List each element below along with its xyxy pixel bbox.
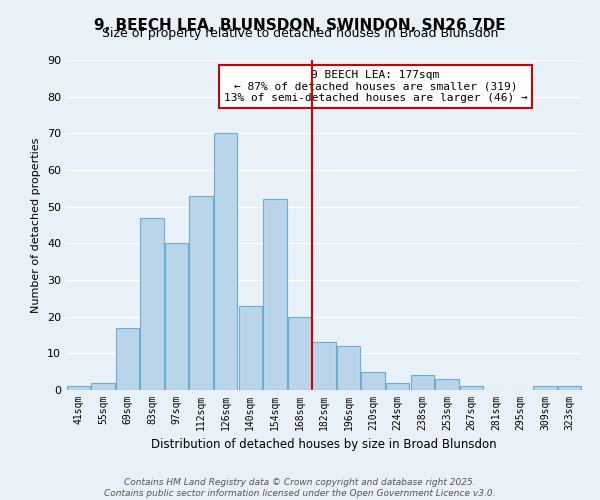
Bar (140, 218, 164, 390)
Bar (190, 196, 213, 390)
Bar (116, 328, 139, 390)
Text: Contains HM Land Registry data © Crown copyright and database right 2025.
Contai: Contains HM Land Registry data © Crown c… (104, 478, 496, 498)
Bar (386, 382, 409, 390)
Bar (263, 200, 287, 390)
Bar (410, 376, 434, 390)
Bar (533, 386, 557, 390)
X-axis label: Distribution of detached houses by size in Broad Blunsdon: Distribution of detached houses by size … (151, 438, 497, 452)
Text: 9 BEECH LEA: 177sqm
← 87% of detached houses are smaller (319)
13% of semi-detac: 9 BEECH LEA: 177sqm ← 87% of detached ho… (224, 70, 527, 103)
Bar (288, 316, 311, 390)
Text: 9, BEECH LEA, BLUNSDON, SWINDON, SN26 7DE: 9, BEECH LEA, BLUNSDON, SWINDON, SN26 7D… (94, 18, 506, 32)
Bar (435, 379, 458, 390)
Bar (337, 346, 360, 390)
Bar (460, 386, 483, 390)
Bar (558, 386, 581, 390)
Y-axis label: Number of detached properties: Number of detached properties (31, 138, 41, 312)
Bar (361, 372, 385, 390)
Text: Size of property relative to detached houses in Broad Blunsdon: Size of property relative to detached ho… (102, 28, 498, 40)
Bar (91, 382, 115, 390)
Bar (313, 342, 335, 390)
Bar (214, 134, 238, 390)
Bar (239, 306, 262, 390)
Bar (67, 386, 90, 390)
Bar (165, 244, 188, 390)
